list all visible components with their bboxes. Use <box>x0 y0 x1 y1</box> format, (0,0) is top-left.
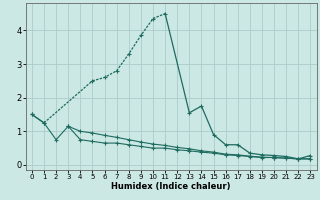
X-axis label: Humidex (Indice chaleur): Humidex (Indice chaleur) <box>111 182 231 191</box>
